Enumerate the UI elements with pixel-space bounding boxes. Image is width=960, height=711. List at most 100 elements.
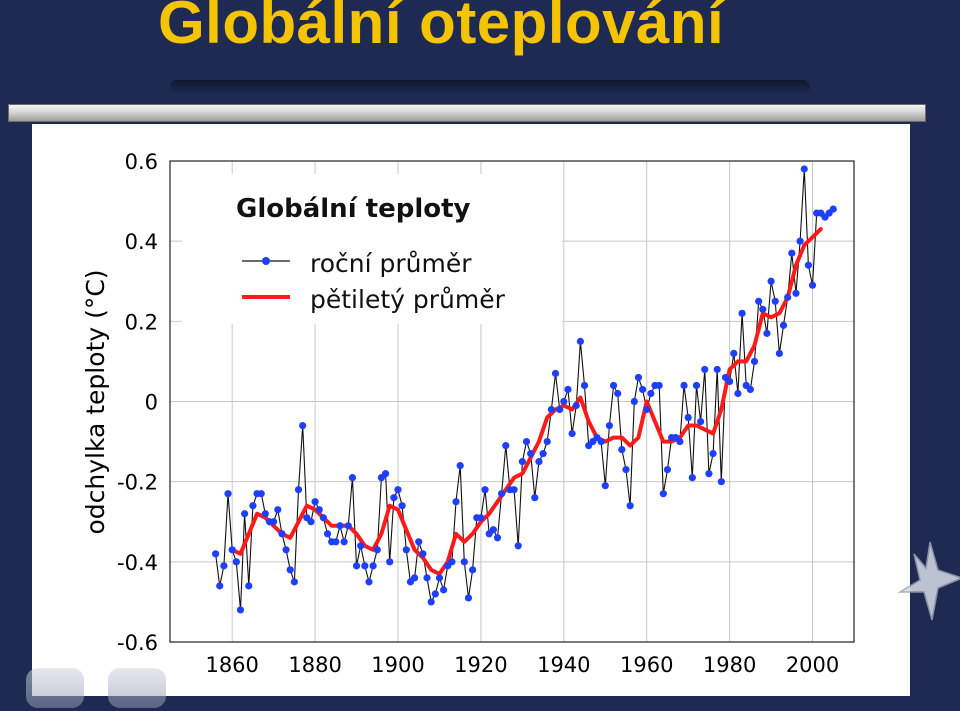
annual-point: [551, 369, 560, 378]
temperature-chart: -0.6-0.4-0.200.20.40.6 1860 1880 1900 1920 1…: [81, 150, 855, 677]
annual-point: [763, 329, 771, 337]
annual-point: [332, 538, 340, 546]
annual-point: [709, 450, 717, 458]
annual-point: [522, 437, 531, 446]
annual-point: [539, 450, 547, 458]
annual-point: [410, 574, 419, 582]
annual-point: [493, 534, 502, 542]
annual-point: [352, 562, 361, 570]
annual-point: [630, 397, 638, 406]
annual-point: [315, 506, 323, 514]
annual-point: [655, 381, 663, 390]
annual-point: [398, 502, 406, 510]
annual-point: [556, 405, 564, 414]
annual-point: [307, 518, 315, 526]
annual-point: [601, 482, 609, 490]
annual-point: [775, 349, 783, 357]
annual-point: [386, 558, 394, 566]
annual-point: [804, 261, 813, 269]
annual-point: [498, 490, 506, 498]
x-tick-label: 2000: [786, 653, 839, 677]
annual-point: [622, 466, 630, 474]
annual-point: [278, 530, 286, 538]
annual-point: [676, 437, 684, 446]
annual-point: [734, 389, 742, 398]
annual-point: [241, 510, 249, 518]
chart-title: Globální teploty: [236, 194, 471, 224]
y-tick-label: -0.6: [117, 631, 158, 655]
annual-point: [808, 281, 817, 289]
annual-point: [212, 550, 220, 558]
annual-point: [572, 401, 580, 410]
annual-point: [705, 470, 713, 478]
annual-point: [638, 385, 647, 394]
y-tick-label: 0.2: [125, 310, 158, 334]
forward-nav-icon[interactable]: [108, 668, 166, 708]
annual-point: [726, 377, 734, 386]
legend-annual-label: roční průměr: [310, 249, 472, 278]
annual-point: [336, 522, 344, 530]
annual-point: [502, 441, 510, 450]
annual-point: [697, 417, 705, 426]
annual-point: [348, 474, 356, 482]
annual-point: [460, 558, 468, 566]
annual-point: [464, 594, 473, 602]
annual-point: [344, 522, 352, 530]
annual-point: [290, 578, 298, 586]
annual-point: [299, 421, 307, 430]
annual-point: [680, 381, 688, 390]
annual-point: [618, 446, 626, 454]
x-tick-label: 1980: [703, 653, 756, 677]
annual-point: [402, 546, 410, 554]
y-tick-labels: -0.6 -0.4 -0.2 0 0.2 0.4 0.6: [117, 150, 158, 655]
y-tick-label: 0.6: [125, 150, 158, 174]
annual-point: [576, 337, 585, 345]
annual-point: [614, 389, 622, 398]
title-shadow: [170, 80, 810, 94]
annual-point: [224, 490, 232, 498]
annual-point: [684, 413, 692, 422]
annual-point: [270, 518, 278, 526]
annual-point: [755, 297, 763, 305]
annual-point: [477, 514, 485, 522]
annual-point: [319, 514, 327, 522]
annual-point: [779, 321, 788, 329]
annual-point: [469, 566, 477, 574]
annual-point: [274, 506, 282, 514]
annual-point: [456, 462, 464, 470]
annual-point: [829, 205, 837, 213]
annual-point: [311, 498, 319, 506]
legend-annual-marker: [262, 257, 270, 265]
annual-point: [448, 558, 456, 566]
annual-point: [647, 389, 655, 398]
annual-point: [792, 289, 800, 297]
annual-point: [701, 365, 709, 374]
annual-point: [510, 486, 518, 494]
x-tick-label: 1860: [205, 653, 258, 677]
annual-point: [514, 542, 522, 550]
annual-point: [489, 526, 497, 534]
annual-point: [440, 586, 448, 594]
annual-point: [788, 249, 796, 257]
annual-point: [634, 373, 643, 382]
back-nav-icon[interactable]: [26, 668, 84, 708]
slide-title: Globální oteplování: [158, 0, 725, 56]
annual-point: [394, 486, 402, 494]
series-area: [212, 165, 837, 614]
annual-point: [535, 458, 543, 466]
annual-point: [717, 478, 725, 486]
annual-point: [257, 490, 265, 498]
annual-point: [452, 498, 460, 506]
annual-point: [580, 381, 589, 390]
annual-point: [232, 558, 240, 566]
annual-point: [323, 530, 332, 538]
annual-point: [228, 546, 236, 554]
y-tick-label: -0.4: [117, 551, 158, 575]
annual-point: [605, 421, 614, 430]
annual-point: [543, 437, 551, 446]
annual-point: [261, 510, 269, 518]
x-tick-labels: 1860 1880 1900 1920 1940 1960 1980 2000: [205, 653, 839, 677]
x-tick-label: 1900: [371, 653, 424, 677]
five-year-series-line: [230, 227, 823, 576]
legend: roční průměr pětiletý průměr: [242, 249, 506, 314]
